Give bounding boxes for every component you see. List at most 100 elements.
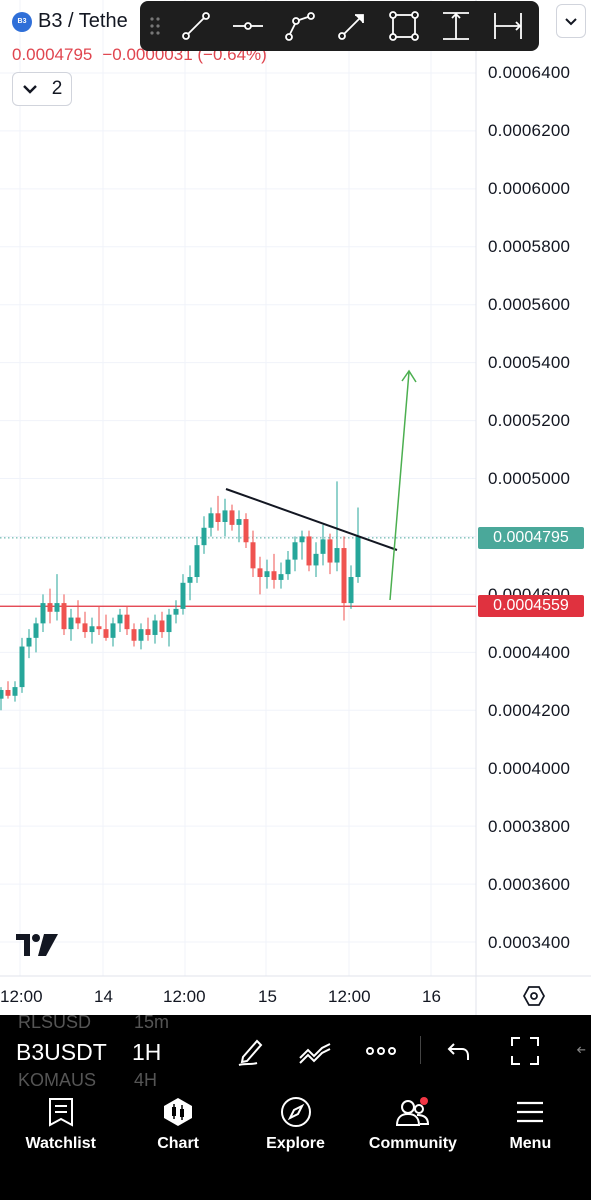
drag-handle-icon[interactable] <box>140 1 170 51</box>
candle-body <box>138 629 144 641</box>
nav-label: Community <box>368 1135 457 1152</box>
candle-body <box>208 513 214 528</box>
candle-body <box>166 614 172 633</box>
price-axis-label: 0.0003400 <box>488 933 571 952</box>
arrow-annotation-head <box>401 369 417 383</box>
chart-area[interactable]: B3 B3 / Tethe 0.0004795 −0.0000031 (−0.6… <box>0 0 591 1015</box>
price-axis-label: 0.0003600 <box>488 875 571 894</box>
price-axis-label: 0.0004400 <box>488 643 571 662</box>
candle-body <box>131 629 137 641</box>
price-axis-label: 0.0004000 <box>488 759 571 778</box>
candle-body <box>320 539 326 554</box>
date-range-icon[interactable] <box>482 1 534 51</box>
chevron-down-icon <box>565 17 577 25</box>
trend-line-annotation <box>225 488 398 551</box>
candle-body <box>341 548 347 604</box>
candle-body <box>0 689 4 699</box>
candle-body <box>117 614 123 624</box>
chevron-down-icon <box>22 85 37 94</box>
symbol-title[interactable]: B3 / Tethe <box>38 10 128 32</box>
current-price-tag: 0.0004795 <box>478 527 584 549</box>
time-axis-label: 16 <box>422 987 441 1006</box>
price-axis-label: 0.0005000 <box>488 469 571 488</box>
path-icon[interactable] <box>274 1 326 51</box>
price-axis-label: 0.0006000 <box>488 179 571 198</box>
candle-body <box>313 553 319 566</box>
interval-selector[interactable]: 1H <box>132 1039 162 1065</box>
candle-body <box>250 542 256 569</box>
nav-community[interactable]: Community <box>354 1087 471 1200</box>
candle-body <box>159 620 165 633</box>
indicator-collapse-button[interactable]: 2 <box>12 72 72 106</box>
ghost-symbol: KOMAUS <box>18 1070 97 1090</box>
price-axis-label: 0.0006400 <box>488 63 571 82</box>
candle-body <box>292 542 298 560</box>
candle-body <box>271 571 277 580</box>
more-options-icon[interactable] <box>362 1032 400 1070</box>
collapse-chevron-button[interactable] <box>556 4 586 38</box>
menu-icon <box>516 1095 544 1129</box>
indicators-icon[interactable] <box>296 1032 334 1070</box>
candle-body <box>327 539 333 563</box>
nav-watchlist[interactable]: Watchlist <box>2 1087 119 1200</box>
time-axis-label: 14 <box>94 987 113 1006</box>
price-range-icon[interactable] <box>430 1 482 51</box>
trend-line-icon[interactable] <box>170 1 222 51</box>
ghost-interval: 15m <box>134 1012 170 1032</box>
fullscreen-icon[interactable] <box>506 1032 544 1070</box>
candle-body <box>236 519 242 525</box>
time-axis-label: 12:00 <box>0 987 43 1006</box>
candle-body <box>173 608 179 615</box>
axis-settings-icon[interactable] <box>522 985 546 1012</box>
candle-body <box>145 629 151 635</box>
candle-body <box>68 617 74 630</box>
candle-body <box>40 603 46 624</box>
candle-body <box>96 626 102 630</box>
drawing-toolbar <box>140 1 539 51</box>
arrow-icon[interactable] <box>326 1 378 51</box>
redo-icon[interactable] <box>576 1032 591 1070</box>
candle-body <box>201 527 207 546</box>
price-axis-label: 0.0005800 <box>488 237 571 256</box>
price-axis-label: 0.0005200 <box>488 411 571 430</box>
drawing-pen-icon[interactable] <box>232 1032 270 1070</box>
candle-body <box>33 623 39 638</box>
chart-icon <box>163 1095 193 1129</box>
symbol-header[interactable]: B3 B3 / Tethe <box>12 10 128 33</box>
nav-explore[interactable]: Explore <box>237 1087 354 1200</box>
candle-body <box>243 519 249 543</box>
candle-body <box>229 510 235 525</box>
candle-body <box>348 577 354 604</box>
bottom-navigation: Watchlist Chart Explore <box>0 1087 591 1200</box>
undo-icon[interactable] <box>440 1032 478 1070</box>
arrow-annotation <box>389 371 410 601</box>
nav-chart[interactable]: Chart <box>119 1087 236 1200</box>
candle-body <box>194 545 200 578</box>
candle-body <box>222 510 228 522</box>
community-icon <box>395 1095 431 1129</box>
price-axis-label: 0.0003800 <box>488 817 571 836</box>
symbol-selector[interactable]: B3USDT <box>16 1039 107 1065</box>
nav-label: Menu <box>509 1135 552 1152</box>
candle-body <box>82 623 88 633</box>
price-axis-label: 0.0005400 <box>488 353 571 372</box>
candle-body <box>257 568 263 578</box>
price-axis-label: 0.0004200 <box>488 701 571 720</box>
candle-body <box>54 603 60 612</box>
price-axis-label: 0.0006200 <box>488 121 571 140</box>
candle-body <box>187 577 193 583</box>
ghost-interval: 4H <box>134 1070 158 1090</box>
nav-label: Explore <box>266 1135 325 1152</box>
candle-body <box>355 536 361 578</box>
candle-body <box>12 687 18 696</box>
nav-menu[interactable]: Menu <box>472 1087 589 1200</box>
candle-body <box>103 629 109 638</box>
candlestick-chart[interactable] <box>0 0 591 1015</box>
horizontal-line-price-tag: 0.0004559 <box>478 595 584 617</box>
horizontal-ray-icon[interactable] <box>222 1 274 51</box>
last-price: 0.0004795 <box>12 45 93 64</box>
candle-body <box>110 623 116 638</box>
candle-body <box>26 637 32 647</box>
rectangle-icon[interactable] <box>378 1 430 51</box>
